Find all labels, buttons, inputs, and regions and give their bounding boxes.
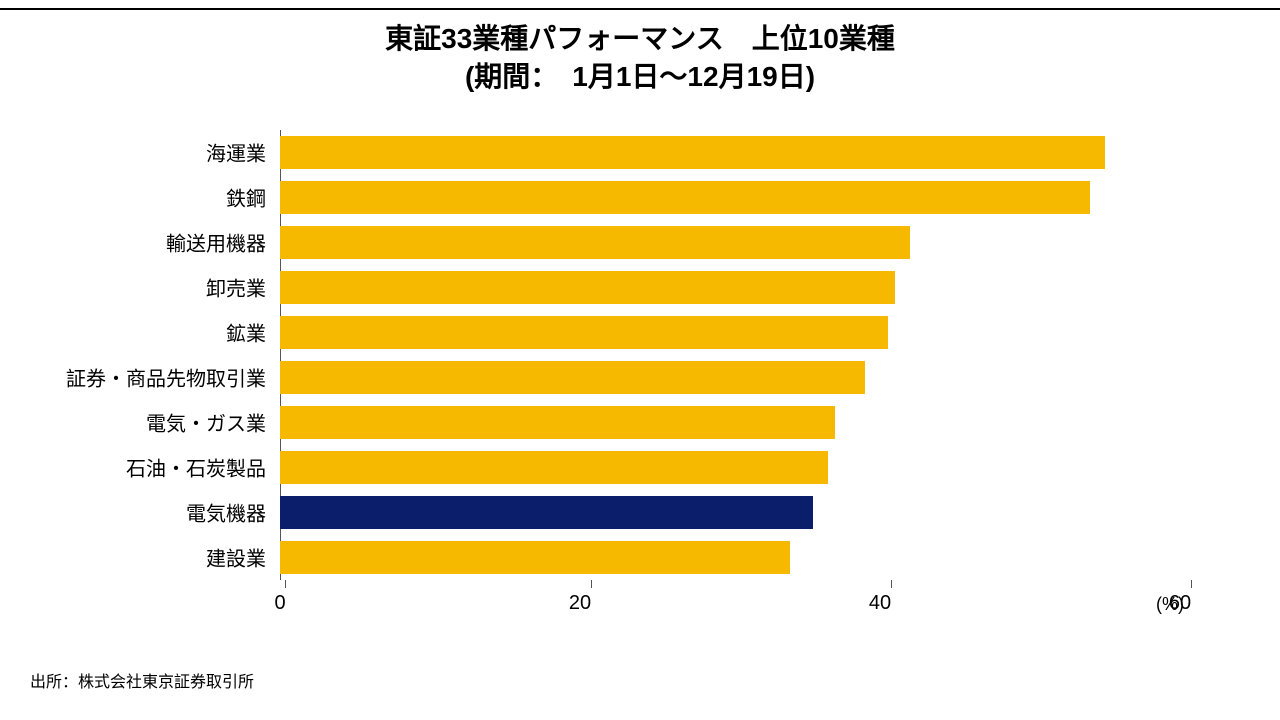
bar	[280, 361, 865, 393]
title-line-1: 東証33業種パフォーマンス 上位10業種	[0, 20, 1280, 58]
category-label: 鉄鋼	[226, 183, 280, 212]
x-tick-label: 20	[569, 592, 591, 615]
chart-area: 海運業鉄鋼輸送用機器卸売業鉱業証券・商品先物取引業電気・ガス業石油・石炭製品電気…	[60, 120, 1220, 640]
bar	[280, 226, 910, 258]
bar-row: 鉄鋼	[280, 181, 1180, 213]
bar	[280, 541, 790, 573]
x-tick-label: 40	[869, 592, 891, 615]
bar-row: 海運業	[280, 136, 1180, 168]
x-tick-mark	[1191, 580, 1192, 588]
bar	[280, 136, 1105, 168]
x-tick-label: 0	[274, 592, 285, 615]
title-line-2: (期間： 1月1日～12月19日)	[0, 58, 1280, 96]
category-label: 輸送用機器	[166, 228, 280, 257]
bar	[280, 406, 835, 438]
bar-row: 鉱業	[280, 316, 1180, 348]
category-label: 建設業	[206, 543, 280, 572]
bar-row: 石油・石炭製品	[280, 451, 1180, 483]
x-tick: 40	[880, 580, 902, 615]
category-label: 電気機器	[186, 498, 280, 527]
bar-row: 電気機器	[280, 496, 1180, 528]
bar	[280, 271, 895, 303]
category-label: 鉱業	[226, 318, 280, 347]
chart-title: 東証33業種パフォーマンス 上位10業種 (期間： 1月1日～12月19日)	[0, 20, 1280, 96]
bar-row: 卸売業	[280, 271, 1180, 303]
bar	[280, 316, 888, 348]
x-tick: 0	[280, 580, 291, 615]
category-label: 海運業	[206, 138, 280, 167]
x-tick-mark	[591, 580, 592, 588]
category-label: 卸売業	[206, 273, 280, 302]
bar-row: 建設業	[280, 541, 1180, 573]
bar-row: 輸送用機器	[280, 226, 1180, 258]
category-label: 証券・商品先物取引業	[66, 363, 280, 392]
x-tick-mark	[891, 580, 892, 588]
x-tick-mark	[285, 580, 286, 588]
bar	[280, 496, 813, 528]
x-tick: 20	[580, 580, 602, 615]
top-rule	[0, 8, 1280, 10]
bar-row: 証券・商品先物取引業	[280, 361, 1180, 393]
category-label: 電気・ガス業	[146, 408, 280, 437]
bar	[280, 181, 1090, 213]
bars-container: 海運業鉄鋼輸送用機器卸売業鉱業証券・商品先物取引業電気・ガス業石油・石炭製品電気…	[280, 130, 1180, 580]
source-text: 出所：株式会社東京証券取引所	[30, 668, 254, 692]
x-axis-unit: (%)	[1156, 594, 1184, 615]
bar	[280, 451, 828, 483]
page: 東証33業種パフォーマンス 上位10業種 (期間： 1月1日～12月19日) 海…	[0, 0, 1280, 720]
category-label: 石油・石炭製品	[126, 453, 280, 482]
plot-area: 海運業鉄鋼輸送用機器卸売業鉱業証券・商品先物取引業電気・ガス業石油・石炭製品電気…	[280, 130, 1180, 580]
bar-row: 電気・ガス業	[280, 406, 1180, 438]
